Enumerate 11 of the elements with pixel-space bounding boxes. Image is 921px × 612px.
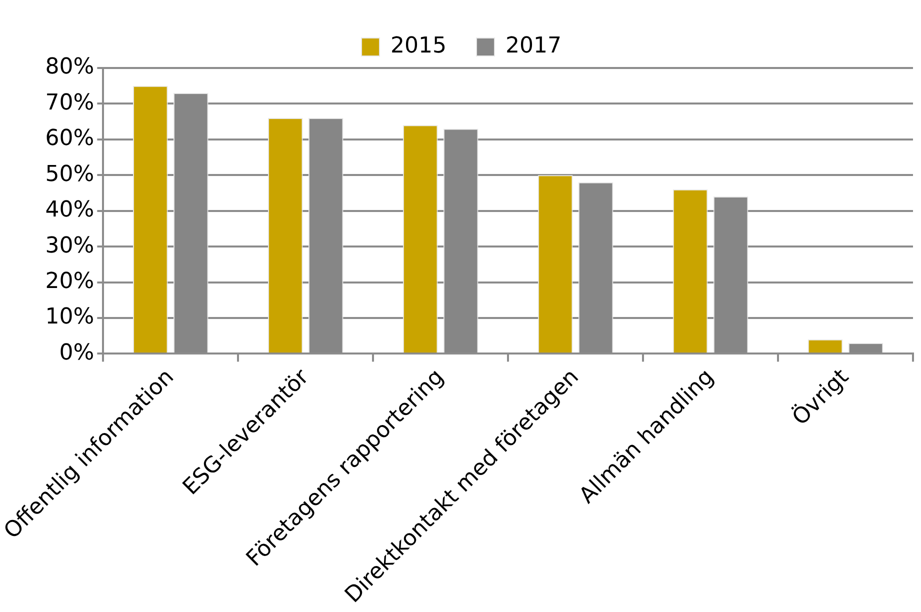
y-tick-label: 30% — [45, 233, 94, 258]
y-tick-label: 0% — [59, 340, 94, 366]
y-tick-label: 60% — [45, 126, 94, 152]
y-tick-label: 40% — [45, 198, 94, 223]
y-tick-label: 80% — [45, 54, 94, 80]
y-tick-label: 20% — [45, 268, 94, 294]
y-tick-label: 10% — [45, 304, 94, 330]
legend-label: 2015 — [390, 34, 447, 59]
y-tick-label: 50% — [45, 162, 94, 187]
legend-label: 2017 — [506, 34, 562, 59]
y-tick-label: 70% — [45, 90, 94, 116]
